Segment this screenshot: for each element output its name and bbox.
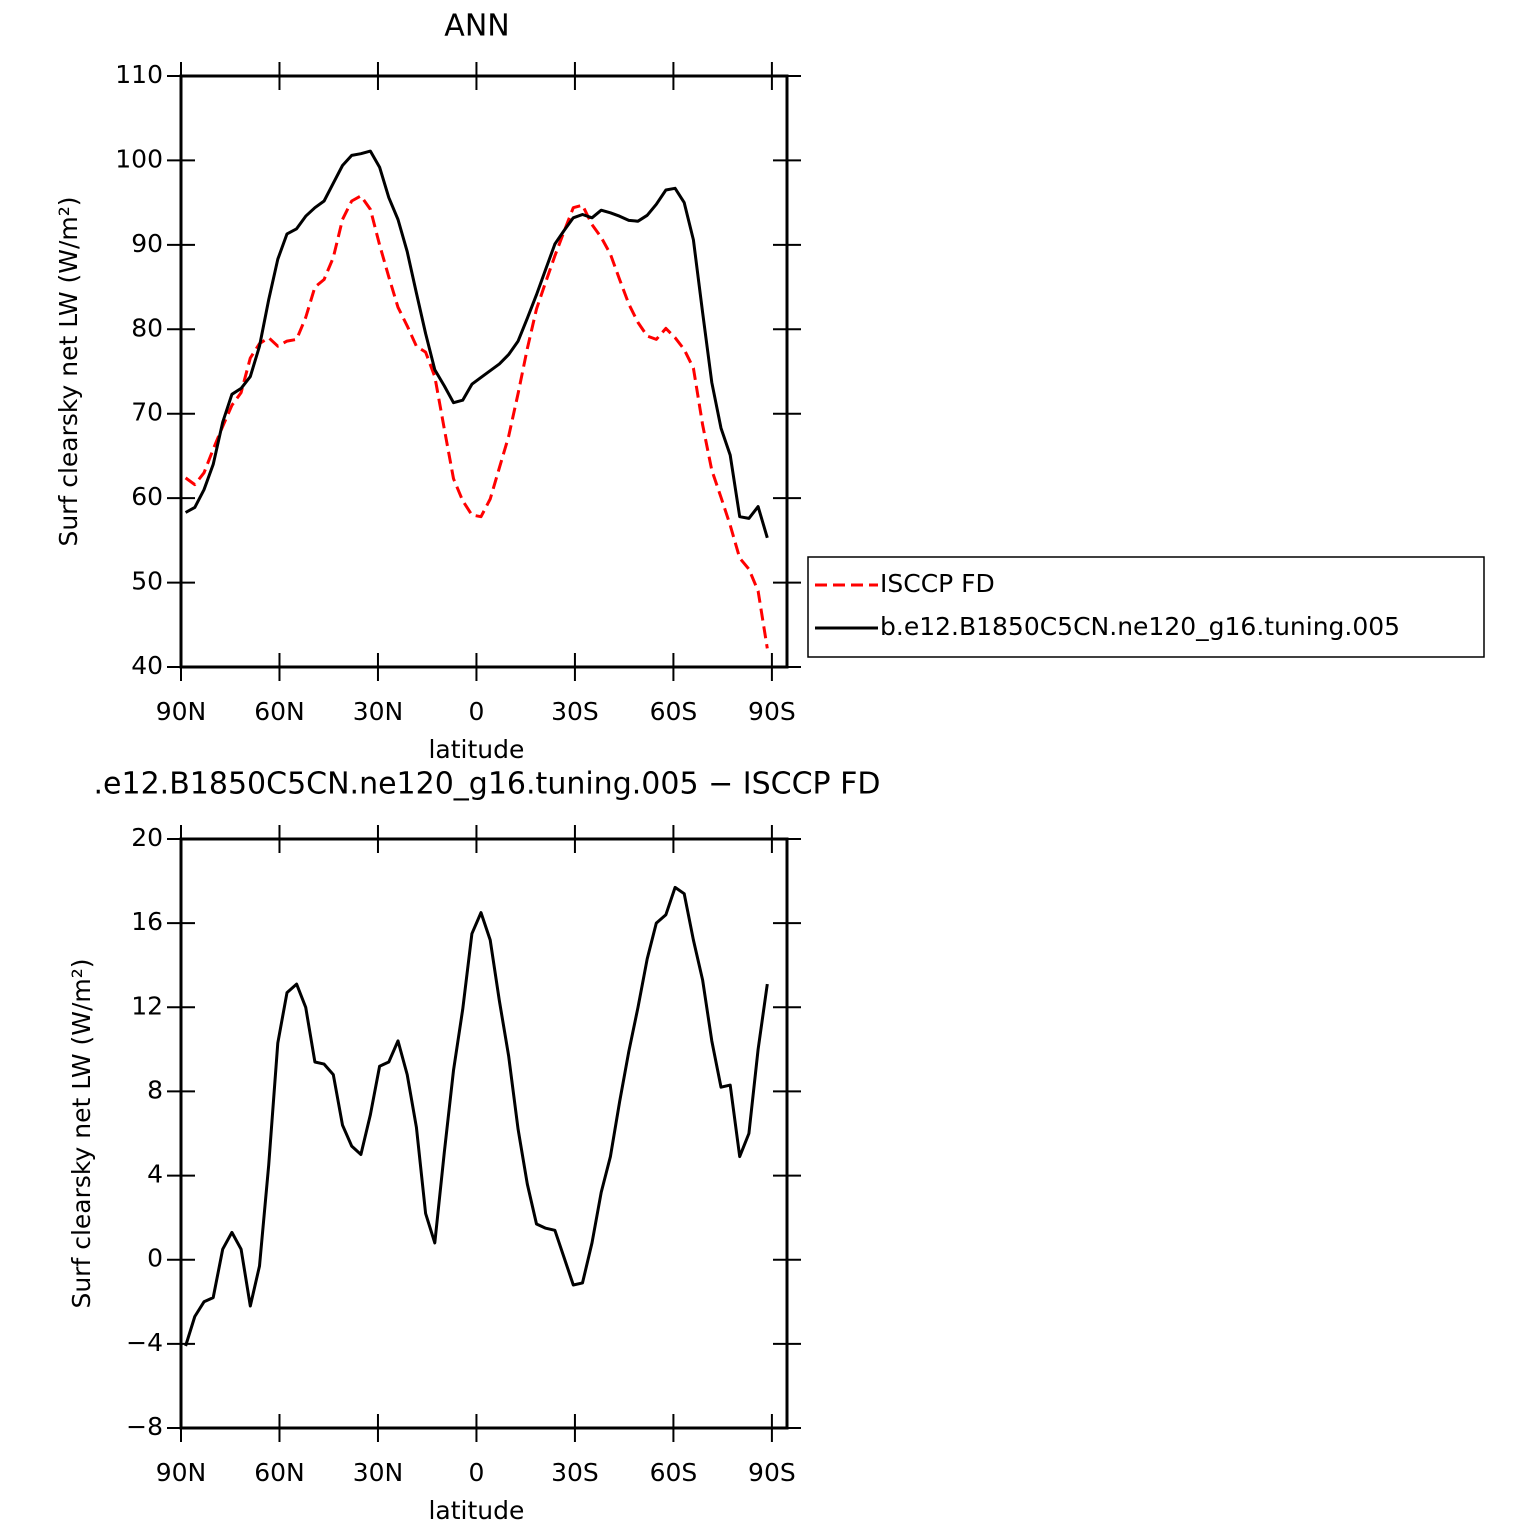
series-line (184, 149, 769, 539)
x-tick-label: 90N (156, 697, 207, 726)
x-axis-label: latitude (428, 1496, 524, 1525)
x-tick-label: 90N (156, 1458, 207, 1487)
y-tick-label: 90 (131, 229, 163, 258)
x-tick-label: 0 (468, 1458, 484, 1487)
y-axis-label: Surf clearsky net LW (W/m²) (54, 196, 83, 546)
y-tick-label: 8 (147, 1075, 163, 1104)
series-line (184, 885, 769, 1347)
x-axis-label: latitude (428, 735, 524, 764)
x-tick-label: 60S (650, 697, 698, 726)
legend-box (807, 556, 1485, 658)
y-tick-label: 110 (115, 60, 163, 89)
x-tick-label: 60N (254, 1458, 305, 1487)
y-tick-label: 12 (131, 991, 163, 1020)
y-tick-label: 70 (131, 398, 163, 427)
y-tick-label: 40 (131, 651, 163, 680)
x-tick-label: 60S (650, 1458, 698, 1487)
y-tick-label: 60 (131, 482, 163, 511)
y-tick-label: 80 (131, 313, 163, 342)
y-axis-label: Surf clearsky net LW (W/m²) (67, 958, 96, 1308)
x-tick-label: 60N (254, 697, 305, 726)
y-tick-label: −8 (126, 1412, 163, 1441)
x-tick-label: 30S (551, 697, 599, 726)
x-tick-label: 30N (353, 1458, 404, 1487)
x-tick-label: 0 (468, 697, 484, 726)
x-tick-label: 30N (353, 697, 404, 726)
series-line (184, 194, 769, 649)
x-tick-label: 90S (748, 697, 796, 726)
y-tick-label: 16 (131, 907, 163, 936)
chart-title: ANN (444, 9, 509, 44)
y-tick-label: 0 (147, 1244, 163, 1273)
chart-title: .e12.B1850C5CN.ne120_g16.tuning.005 − IS… (93, 767, 880, 802)
y-tick-label: 50 (131, 567, 163, 596)
x-tick-label: 90S (748, 1458, 796, 1487)
plot-frame (179, 74, 789, 669)
y-tick-label: −4 (126, 1328, 163, 1357)
legend-label: ISCCP FD (880, 569, 995, 598)
y-tick-label: 20 (131, 823, 163, 852)
plot-frame (179, 837, 789, 1430)
x-tick-label: 30S (551, 1458, 599, 1487)
y-tick-label: 100 (115, 144, 163, 173)
y-tick-label: 4 (147, 1160, 163, 1189)
legend-label: b.e12.B1850C5CN.ne120_g16.tuning.005 (880, 612, 1400, 641)
